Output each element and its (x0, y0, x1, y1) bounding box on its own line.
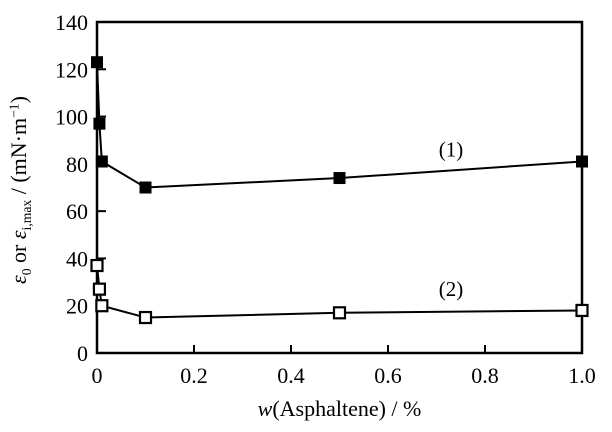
series-1-marker (95, 155, 108, 168)
series-annotation: (1) (439, 138, 464, 162)
y-tick-label: 140 (55, 10, 88, 35)
series-1-marker (139, 181, 152, 194)
x-tick-label: 0 (92, 363, 103, 388)
axis-label-part: 0 (18, 268, 34, 276)
series-1-marker (333, 172, 346, 185)
series-1-marker (91, 56, 103, 69)
y-tick-label: 40 (66, 246, 88, 271)
series-2-marker (138, 310, 153, 325)
y-tick-label: 80 (66, 152, 88, 177)
y-tick-label: 120 (55, 57, 88, 82)
axis-label-part: ε (6, 230, 31, 240)
axis-label-part: (Asphaltene) / % (272, 396, 422, 421)
axis-label-part: w (257, 396, 273, 421)
x-tick-label: 0.4 (277, 363, 305, 388)
axis-label-part: ) (6, 96, 31, 104)
series-1-marker (576, 155, 588, 168)
series-1-marker (93, 117, 106, 130)
series-line-1 (96, 62, 583, 189)
series-annotation: (2) (439, 277, 464, 301)
y-tick-label: 100 (55, 105, 88, 130)
axis-label-part: −1 (6, 103, 22, 118)
series-2-marker (575, 303, 589, 318)
x-tick-label: 0.8 (471, 363, 499, 388)
y-axis-label: ε0 or εi,max / (mN·m−1) (6, 40, 34, 340)
y-tick-label: 60 (66, 199, 88, 224)
axis-label-part: i,max (18, 199, 34, 231)
x-axis-label: w(Asphaltene) / % (97, 396, 582, 422)
axis-label-part: / (mN·m (6, 117, 31, 200)
axis-label-part: or (6, 239, 31, 269)
x-tick-label: 0.6 (374, 363, 402, 388)
x-tick-label: 1.0 (568, 363, 596, 388)
y-tick-label: 0 (77, 341, 88, 366)
axis-label-part: ε (6, 275, 31, 284)
x-tick-label: 0.2 (180, 363, 208, 388)
plot-frame (95, 20, 584, 355)
series-2-marker (95, 299, 109, 313)
series-2-marker (90, 258, 104, 273)
series-2-marker (92, 282, 107, 296)
y-tick-label: 20 (66, 294, 88, 319)
series-2-marker (332, 306, 347, 320)
